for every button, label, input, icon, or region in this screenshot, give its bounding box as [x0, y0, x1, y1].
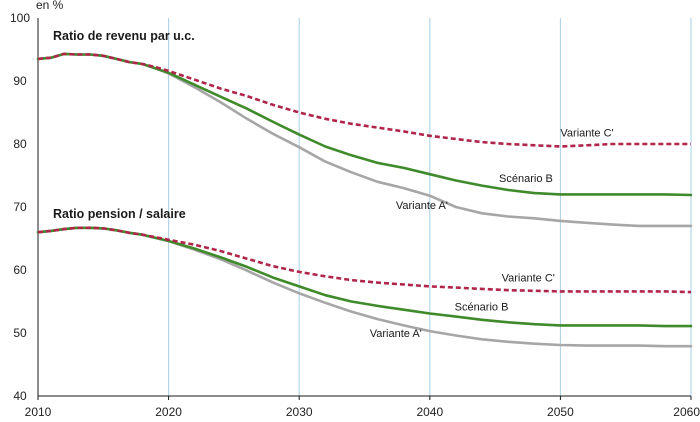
panel-title-pension: Ratio pension / salaire [53, 207, 186, 221]
series-label-variante_a-2: Variante A' [396, 200, 448, 212]
series-lines [36, 52, 693, 348]
series-label-variante_c-3: Variante C' [502, 272, 555, 284]
y-tick-label-80: 80 [13, 137, 27, 151]
series-line-variante_c-panel-1 [37, 226, 692, 294]
series-label-scenario_b-1: Scénario B [499, 173, 553, 185]
tick-labels: 2010 2020 2030 2040 2050 2060 40 50 60 70 80 90 100 [10, 11, 700, 419]
y-tick-label-60: 60 [13, 263, 27, 277]
axes [37, 18, 691, 397]
x-tick-label-2010: 2010 [25, 405, 52, 419]
x-tick-label-2030: 2030 [286, 405, 313, 419]
panel-title-revenu: Ratio de revenu par u.c. [53, 29, 195, 43]
y-tick-label-70: 70 [13, 200, 27, 214]
y-tick-label-90: 90 [13, 74, 27, 88]
y-tick-label-100: 100 [10, 11, 30, 25]
x-tick-label-2020: 2020 [155, 405, 182, 419]
series-line-variante_c-panel-0 [37, 52, 691, 148]
y-tick-label-50: 50 [13, 326, 27, 340]
x-tick-label-2040: 2040 [416, 405, 443, 419]
series-line-variante_a-panel-1 [36, 226, 693, 348]
series-line-variante_a-panel-0 [36, 52, 693, 228]
x-tick-label-2050: 2050 [547, 405, 574, 419]
series-line-scenario_b-panel-1 [36, 226, 693, 328]
y-unit-label: en % [36, 0, 64, 12]
x-tick-label-2060: 2060 [673, 405, 700, 419]
series-label-variante_a-5: Variante A' [370, 328, 422, 340]
series-label-variante_c-0: Variante C' [560, 127, 613, 139]
series-labels: Variante C' Scénario B Variante A' Variante… [370, 127, 614, 339]
y-tick-label-40: 40 [13, 389, 27, 403]
series-label-scenario_b-4: Scénario B [455, 301, 509, 313]
grid-lines [168, 18, 692, 396]
